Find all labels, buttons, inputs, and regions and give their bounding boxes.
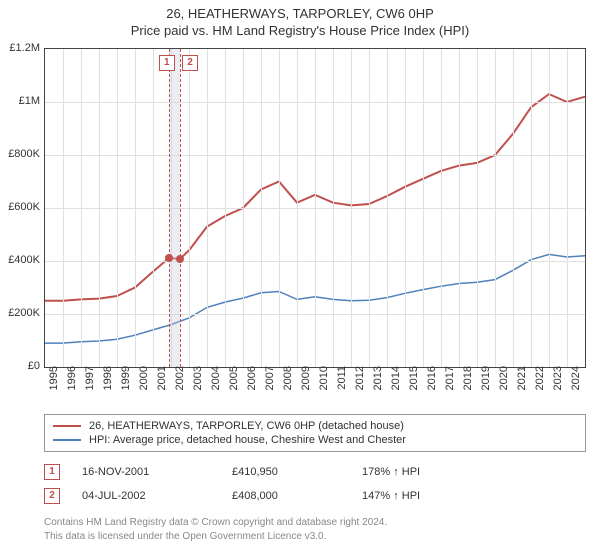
- ytick-label: £1.2M: [0, 42, 40, 54]
- xtick-label: 2023: [552, 366, 564, 406]
- xtick-label: 2008: [282, 366, 294, 406]
- ytick-label: £200K: [0, 307, 40, 319]
- gridline-v: [549, 49, 550, 367]
- xtick-label: 2021: [516, 366, 528, 406]
- gridline-v: [441, 49, 442, 367]
- title-block: 26, HEATHERWAYS, TARPORLEY, CW6 0HP Pric…: [0, 0, 600, 38]
- marker-line: [169, 49, 170, 367]
- xtick-label: 1996: [66, 366, 78, 406]
- gridline-v: [63, 49, 64, 367]
- ytick-label: £800K: [0, 148, 40, 160]
- sale-date-2: 04-JUL-2002: [82, 490, 232, 502]
- gridline-v: [513, 49, 514, 367]
- gridline-v: [81, 49, 82, 367]
- gridline-v: [369, 49, 370, 367]
- plot-area: 12: [44, 48, 586, 368]
- xtick-label: 2010: [318, 366, 330, 406]
- sale-pct-2: 147% ↑ HPI: [362, 490, 482, 502]
- legend: 26, HEATHERWAYS, TARPORLEY, CW6 0HP (det…: [44, 414, 586, 452]
- sale-row-2: 2 04-JUL-2002 £408,000 147% ↑ HPI: [44, 484, 586, 508]
- ytick-label: £400K: [0, 254, 40, 266]
- gridline-v: [423, 49, 424, 367]
- gridline-v: [225, 49, 226, 367]
- gridline-v: [279, 49, 280, 367]
- gridline-v: [189, 49, 190, 367]
- sale-pct-1: 178% ↑ HPI: [362, 466, 482, 478]
- gridline-v: [567, 49, 568, 367]
- marker-box: 1: [159, 55, 175, 71]
- gridline-v: [387, 49, 388, 367]
- xtick-label: 2017: [444, 366, 456, 406]
- sale-row-1: 1 16-NOV-2001 £410,950 178% ↑ HPI: [44, 460, 586, 484]
- gridline-v: [117, 49, 118, 367]
- gridline-v: [333, 49, 334, 367]
- xtick-label: 2022: [534, 366, 546, 406]
- marker-line: [180, 49, 181, 367]
- chart-container: 26, HEATHERWAYS, TARPORLEY, CW6 0HP Pric…: [0, 0, 600, 560]
- gridline-v: [459, 49, 460, 367]
- gridline-v: [207, 49, 208, 367]
- xtick-label: 2009: [300, 366, 312, 406]
- xtick-label: 2014: [390, 366, 402, 406]
- sale-num-1: 1: [44, 464, 60, 480]
- footer-line2: This data is licensed under the Open Gov…: [44, 530, 586, 544]
- ytick-label: £600K: [0, 201, 40, 213]
- gridline-v: [153, 49, 154, 367]
- gridline-v: [495, 49, 496, 367]
- marker-dot: [176, 255, 184, 263]
- ytick-label: £0: [0, 360, 40, 372]
- marker-dot: [165, 254, 173, 262]
- xtick-label: 1999: [120, 366, 132, 406]
- xtick-label: 1998: [102, 366, 114, 406]
- legend-swatch-1: [53, 425, 81, 427]
- legend-label-2: HPI: Average price, detached house, Ches…: [89, 434, 406, 446]
- sale-price-1: £410,950: [232, 466, 362, 478]
- legend-row-1: 26, HEATHERWAYS, TARPORLEY, CW6 0HP (det…: [53, 419, 577, 433]
- xtick-label: 2011: [336, 366, 348, 406]
- xtick-label: 2016: [426, 366, 438, 406]
- xtick-label: 1997: [84, 366, 96, 406]
- legend-row-2: HPI: Average price, detached house, Ches…: [53, 433, 577, 447]
- marker-band: [169, 49, 180, 367]
- gridline-v: [405, 49, 406, 367]
- xtick-label: 1995: [48, 366, 60, 406]
- xtick-label: 2019: [480, 366, 492, 406]
- gridline-v: [351, 49, 352, 367]
- sale-rows: 1 16-NOV-2001 £410,950 178% ↑ HPI 2 04-J…: [44, 460, 586, 508]
- xtick-label: 2006: [246, 366, 258, 406]
- gridline-v: [477, 49, 478, 367]
- gridline-v: [135, 49, 136, 367]
- xtick-label: 2012: [354, 366, 366, 406]
- xtick-label: 2007: [264, 366, 276, 406]
- xtick-label: 2020: [498, 366, 510, 406]
- gridline-v: [297, 49, 298, 367]
- marker-box: 2: [182, 55, 198, 71]
- footer: Contains HM Land Registry data © Crown c…: [44, 516, 586, 543]
- xtick-label: 2004: [210, 366, 222, 406]
- xtick-label: 2002: [174, 366, 186, 406]
- xtick-label: 2000: [138, 366, 150, 406]
- legend-swatch-2: [53, 439, 81, 441]
- sale-num-2: 2: [44, 488, 60, 504]
- ytick-label: £1M: [0, 95, 40, 107]
- title-line2: Price paid vs. HM Land Registry's House …: [0, 23, 600, 38]
- xtick-label: 2003: [192, 366, 204, 406]
- gridline-v: [243, 49, 244, 367]
- gridline-v: [99, 49, 100, 367]
- xtick-label: 2005: [228, 366, 240, 406]
- xtick-label: 2013: [372, 366, 384, 406]
- title-line1: 26, HEATHERWAYS, TARPORLEY, CW6 0HP: [0, 6, 600, 21]
- gridline-v: [531, 49, 532, 367]
- gridline-v: [261, 49, 262, 367]
- xtick-label: 2018: [462, 366, 474, 406]
- legend-label-1: 26, HEATHERWAYS, TARPORLEY, CW6 0HP (det…: [89, 420, 404, 432]
- gridline-v: [315, 49, 316, 367]
- xtick-label: 2001: [156, 366, 168, 406]
- sale-date-1: 16-NOV-2001: [82, 466, 232, 478]
- xtick-label: 2015: [408, 366, 420, 406]
- sale-price-2: £408,000: [232, 490, 362, 502]
- xtick-label: 2024: [570, 366, 582, 406]
- footer-line1: Contains HM Land Registry data © Crown c…: [44, 516, 586, 530]
